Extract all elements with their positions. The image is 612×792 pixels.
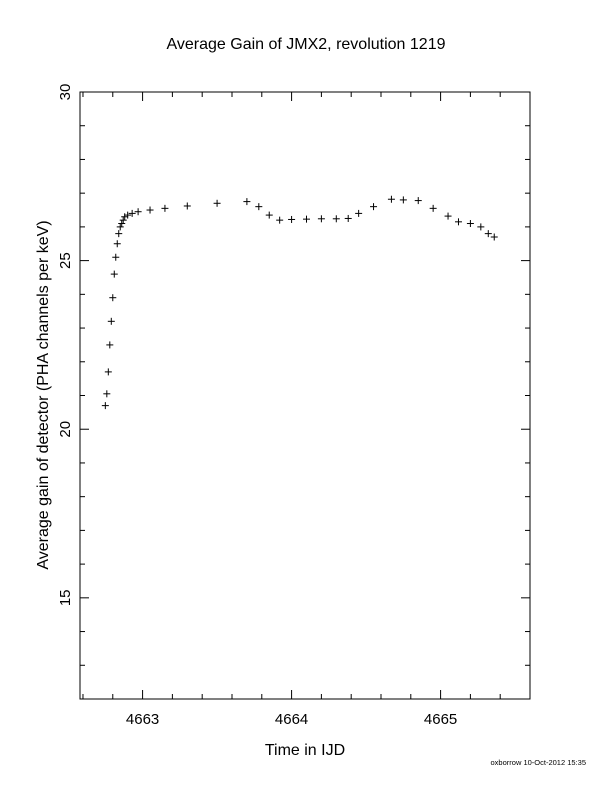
data-point (128, 209, 136, 217)
data-point (115, 230, 123, 238)
x-tick-label: 4663 (126, 711, 159, 728)
y-tick-label: 20 (57, 421, 74, 438)
data-point (454, 218, 462, 226)
data-point (106, 341, 114, 349)
data-point (116, 223, 124, 231)
data-point (213, 199, 221, 207)
data-point (146, 206, 154, 214)
data-point (112, 253, 120, 261)
data-point (466, 220, 474, 228)
plot-frame (79, 91, 531, 700)
data-point (370, 203, 378, 211)
data-point (276, 216, 284, 224)
data-point (302, 215, 310, 223)
data-point (109, 294, 117, 302)
data-point (399, 196, 407, 204)
data-point (255, 203, 263, 211)
data-point (134, 208, 142, 216)
data-point (110, 270, 118, 278)
y-tick-label: 25 (57, 252, 74, 269)
y-tick-label: 15 (57, 589, 74, 606)
data-point (477, 223, 485, 231)
data-point (107, 317, 115, 325)
data-point (161, 204, 169, 212)
data-point (484, 230, 492, 238)
data-point (414, 197, 422, 205)
chart-title: Average Gain of JMX2, revolution 1219 (166, 36, 446, 53)
x-axis-label: Time in IJD (265, 742, 345, 759)
data-point (124, 211, 132, 219)
data-point (113, 240, 121, 248)
footer-note: oxborrow 10-Oct-2012 15:35 (490, 758, 586, 767)
data-point (344, 214, 352, 222)
data-point (118, 220, 126, 228)
data-point (101, 402, 109, 410)
y-axis-label: Average gain of detector (PHA channels p… (35, 220, 52, 569)
data-point (119, 216, 127, 224)
data-point (317, 215, 325, 223)
data-point (121, 213, 129, 221)
data-point (183, 202, 191, 210)
data-point (288, 215, 296, 223)
y-tick-label: 30 (57, 84, 74, 101)
data-point (332, 215, 340, 223)
data-points (101, 195, 498, 410)
data-point (104, 368, 112, 376)
data-point (444, 212, 452, 220)
data-point (355, 209, 363, 217)
data-point (243, 198, 251, 206)
data-point (387, 195, 395, 203)
data-point (490, 233, 498, 241)
x-tick-label: 4665 (424, 711, 457, 728)
data-point (429, 204, 437, 212)
x-tick-label: 4664 (275, 711, 308, 728)
data-point (103, 390, 111, 398)
data-point (265, 211, 273, 219)
